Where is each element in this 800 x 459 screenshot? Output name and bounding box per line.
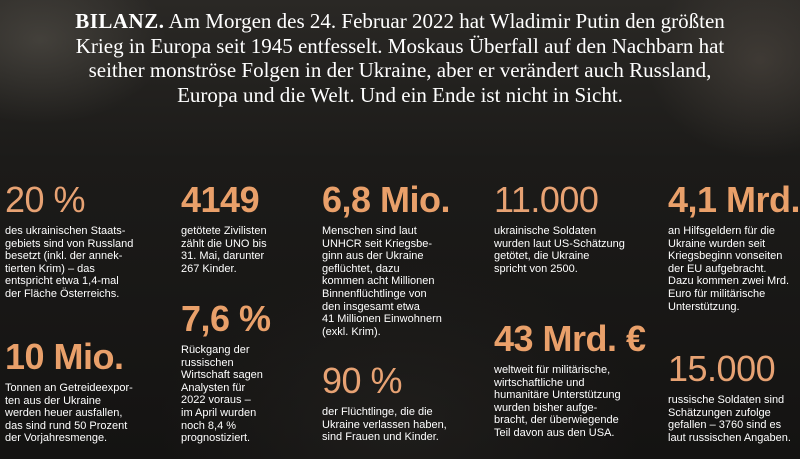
stat-civilian-deaths: 4149 getötete Zivilisten zählt die UNO b… [181, 181, 311, 275]
stat-global-support: 43 Mrd. € weltweit für militärische, wir… [494, 318, 646, 440]
stat-value: 4,1 Mrd. € [668, 179, 800, 220]
stat-russian-economy: 7,6 % Rückgang der russischen Wirtschaft… [181, 300, 311, 445]
stat-value: 20 % [5, 179, 86, 220]
stat-description: an Hilfsgeldern für die Ukraine wurden s… [668, 225, 790, 313]
stat-russian-soldiers: 15.000 russische Soldaten sind Schätzung… [668, 350, 798, 444]
stat-eu-aid: 4,1 Mrd. € an Hilfsgeldern für die Ukrai… [668, 179, 800, 313]
stat-refugees: 6,8 Mio. Menschen sind laut UNHCR seit K… [322, 181, 472, 338]
stat-description: Menschen sind laut UNHCR seit Kriegsbe- … [322, 225, 442, 338]
stat-description: weltweit für militärische, wirtschaftlic… [494, 364, 621, 439]
stat-women-children: 90 % der Flüchtlinge, die die Ukraine ve… [322, 362, 472, 444]
stat-description: Rückgang der russischen Wirtschaft sagen… [181, 344, 263, 445]
stat-value: 6,8 Mio. [322, 179, 451, 220]
stat-value: 15.000 [668, 348, 776, 389]
intro-text: Am Morgen des 24. Februar 2022 hat Wladi… [75, 9, 725, 107]
stat-value: 90 % [322, 360, 403, 401]
stat-description: des ukrainischen Staats- gebiets sind vo… [5, 225, 134, 300]
stat-description: der Flüchtlinge, die die Ukraine verlass… [322, 406, 447, 444]
stat-grain-exports: 10 Mio. Tonnen an Getreideexpor- ten aus… [5, 338, 165, 445]
stat-description: ukrainische Soldaten wurden laut US-Schä… [494, 225, 625, 275]
stat-occupied-territory: 20 % des ukrainischen Staats- gebiets si… [5, 181, 155, 301]
intro-lead: BILANZ. [75, 9, 165, 33]
stat-value: 11.000 [494, 179, 599, 220]
intro-paragraph: BILANZ. Am Morgen des 24. Februar 2022 h… [60, 9, 740, 107]
stat-value: 4149 [181, 179, 260, 220]
stat-value: 10 Mio. [5, 336, 124, 377]
stat-value: 7,6 % [181, 298, 271, 339]
stat-value: 43 Mrd. € [494, 318, 646, 359]
stat-ukrainian-soldiers: 11.000 ukrainische Soldaten wurden laut … [494, 181, 644, 275]
stat-description: Tonnen an Getreideexpor- ten aus der Ukr… [5, 382, 133, 445]
stat-description: russische Soldaten sind Schätzungen zufo… [668, 394, 791, 444]
stat-description: getötete Zivilisten zählt die UNO bis 31… [181, 225, 267, 275]
